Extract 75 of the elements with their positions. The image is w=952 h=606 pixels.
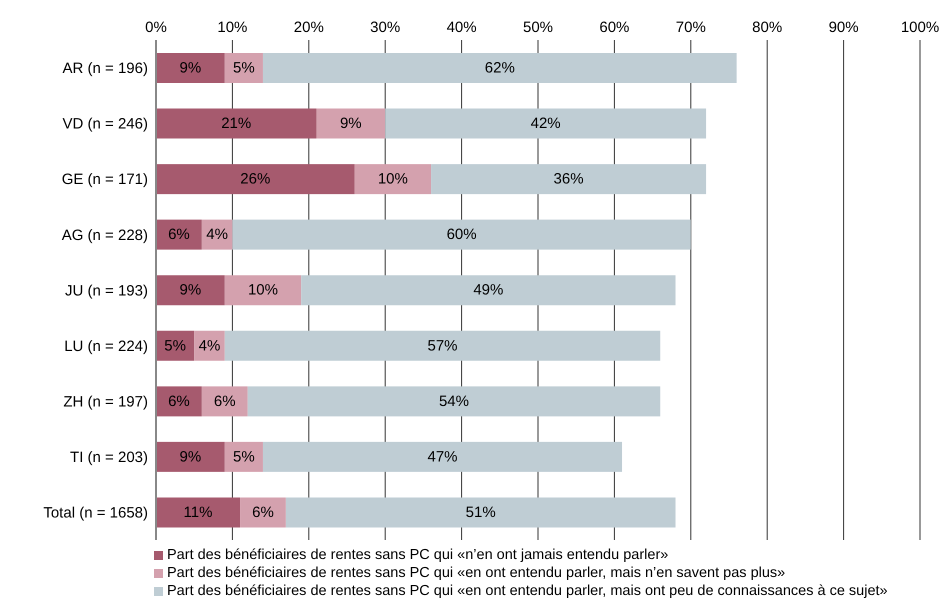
data-label: 60% — [446, 226, 477, 244]
bar — [286, 497, 676, 528]
data-label: 6% — [214, 392, 236, 410]
data-label: 5% — [233, 448, 255, 466]
data-label: 36% — [554, 170, 584, 188]
y-tick-label: TI (n = 203) — [70, 448, 148, 466]
bar — [224, 330, 660, 361]
data-label: 6% — [252, 504, 274, 521]
legend-label: Part des bénéficiaires de rentes sans PC qui «en ont entendu parler, mais n’en savent pas plus» — [167, 564, 786, 582]
data-label: 10% — [378, 170, 408, 188]
data-label: 21% — [221, 115, 252, 132]
data-label: 6% — [168, 392, 190, 410]
data-label: 6% — [168, 226, 190, 244]
bar — [262, 442, 622, 472]
data-label: 54% — [438, 392, 469, 410]
y-tick-label: Total (n = 1658) — [43, 504, 148, 522]
y-tick-label: AG (n = 228) — [62, 226, 148, 244]
bar — [156, 442, 225, 472]
bar — [262, 53, 737, 83]
bar — [224, 275, 302, 306]
y-tick-label: JU (n = 193) — [65, 282, 148, 300]
data-label: 57% — [427, 337, 458, 354]
bar — [431, 164, 706, 194]
x-tick-label: 0% — [145, 19, 167, 36]
data-label: 9% — [180, 282, 202, 299]
legend-label: Part des bénéficiaires de rentes sans PC qui «n’en ont jamais entendu parler» — [167, 546, 668, 564]
data-label: 4% — [206, 226, 228, 244]
x-tick-label: 20% — [294, 19, 324, 36]
x-tick-label: 50% — [522, 19, 554, 36]
bar — [385, 108, 706, 139]
data-label: 49% — [473, 282, 504, 299]
bar — [301, 275, 676, 306]
bar — [156, 497, 240, 528]
bar — [156, 275, 225, 306]
bar — [156, 108, 316, 139]
y-tick-label: ZH (n = 197) — [63, 393, 148, 410]
y-tick-label: AR (n = 196) — [62, 60, 148, 78]
y-tick-label: VD (n = 246) — [62, 116, 148, 133]
y-tick-label: LU (n = 224) — [64, 338, 148, 355]
bar — [224, 442, 263, 472]
data-label: 47% — [427, 448, 458, 466]
x-tick-label: 90% — [828, 19, 859, 36]
data-label: 51% — [466, 504, 496, 521]
data-label: 4% — [198, 337, 220, 354]
bar — [316, 108, 386, 139]
bar — [248, 386, 660, 416]
bar — [156, 220, 202, 250]
data-label: 9% — [340, 115, 362, 132]
legend-label: Part des bénéficiaires de rentes sans PC qui «en ont entendu parler, mais ont peu de connaissances à ce sujet» — [167, 582, 888, 600]
bar — [156, 386, 202, 416]
bar — [240, 497, 286, 528]
bar — [354, 164, 432, 194]
data-label: 5% — [164, 337, 186, 354]
data-label: 11% — [184, 504, 212, 521]
data-label: 9% — [180, 448, 202, 466]
bar — [194, 330, 225, 361]
data-label: 10% — [248, 282, 278, 299]
y-tick-label: GE (n = 171) — [62, 171, 148, 188]
data-label: 9% — [180, 60, 202, 76]
bar — [156, 164, 355, 194]
bar — [156, 53, 225, 83]
bar — [232, 220, 691, 250]
data-label: 62% — [484, 60, 515, 76]
x-tick-label: 40% — [446, 19, 477, 36]
data-label: 5% — [233, 60, 255, 76]
x-tick-label: 30% — [370, 19, 400, 36]
bar — [224, 53, 263, 83]
data-label: 26% — [240, 170, 270, 188]
data-label: 42% — [530, 115, 561, 132]
bar — [202, 386, 248, 416]
x-tick-label: 70% — [676, 19, 706, 36]
x-tick-label: 100% — [900, 19, 940, 36]
x-tick-label: 10% — [217, 19, 248, 36]
x-tick-label: 60% — [599, 19, 630, 36]
x-tick-label: 80% — [752, 19, 782, 36]
